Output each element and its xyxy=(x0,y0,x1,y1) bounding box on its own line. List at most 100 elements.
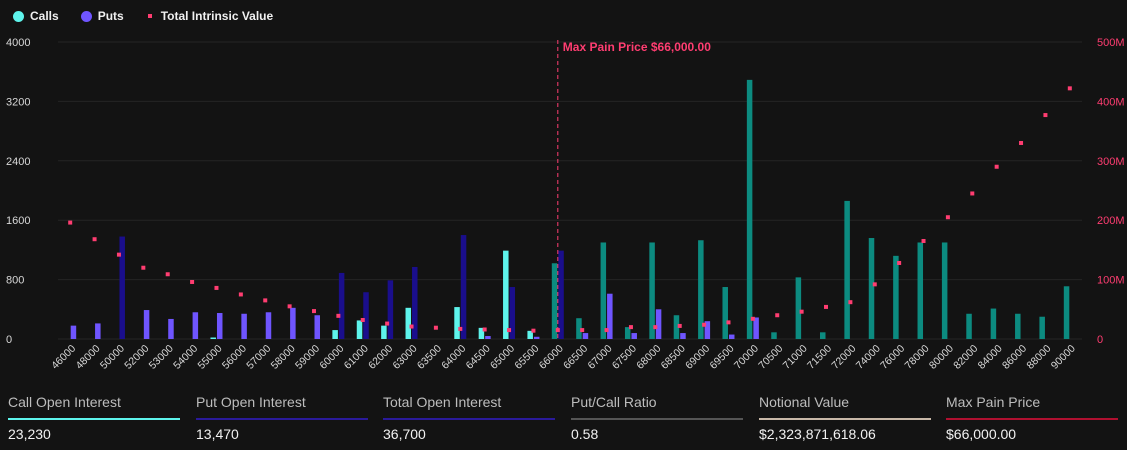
stats-bar: Call Open Interest 23,230 Put Open Inter… xyxy=(0,392,1127,450)
intrinsic-point xyxy=(653,325,658,330)
x-tick-label: 65500 xyxy=(512,343,541,372)
x-tick-label: 56000 xyxy=(220,343,249,372)
call-bar xyxy=(698,240,704,339)
legend-intrinsic[interactable]: Total Intrinsic Value xyxy=(146,9,273,23)
put-bar xyxy=(558,250,564,339)
call-bar xyxy=(893,255,899,339)
put-bar xyxy=(143,310,150,339)
intrinsic-point xyxy=(872,282,877,287)
intrinsic-point xyxy=(482,327,487,332)
intrinsic-point xyxy=(945,215,950,220)
y-right-tick-label: 500M xyxy=(1097,37,1125,49)
stat-label: Max Pain Price xyxy=(946,394,1041,410)
x-tick-label: 88000 xyxy=(1024,343,1053,372)
intrinsic-point xyxy=(750,316,755,321)
x-tick-label: 64000 xyxy=(439,343,468,372)
x-tick-label: 62000 xyxy=(366,343,395,372)
put-bar xyxy=(607,293,613,339)
intrinsic-point xyxy=(68,220,73,225)
stat-underline xyxy=(196,418,368,420)
x-tick-label: 63000 xyxy=(391,343,420,372)
y-left-tick-label: 800 xyxy=(6,275,24,287)
y-right-tick-label: 200M xyxy=(1097,215,1125,227)
intrinsic-point xyxy=(238,292,243,297)
x-tick-label: 86000 xyxy=(1000,343,1029,372)
put-bar xyxy=(192,312,199,339)
call-bar xyxy=(503,250,509,339)
intrinsic-point xyxy=(409,324,414,329)
put-bar xyxy=(216,313,223,339)
call-bar xyxy=(820,332,826,339)
call-bar xyxy=(1015,313,1021,339)
put-bar xyxy=(95,323,101,339)
call-bar xyxy=(990,308,997,339)
legend-intrinsic-label: Total Intrinsic Value xyxy=(160,9,274,23)
x-tick-label: 80000 xyxy=(927,343,956,372)
stat-value: 0.58 xyxy=(571,426,599,442)
call-bar xyxy=(551,263,558,339)
call-bar xyxy=(795,277,802,339)
stat-total-oi: Total Open Interest 36,700 xyxy=(383,392,555,442)
y-right-tick-label: 300M xyxy=(1097,156,1125,168)
legend-puts-label: Puts xyxy=(97,9,124,23)
x-tick-label: 46000 xyxy=(49,343,78,372)
stat-underline xyxy=(946,418,1118,420)
x-tick-label: 48000 xyxy=(74,343,103,372)
legend-puts[interactable]: Puts xyxy=(80,9,124,23)
intrinsic-point xyxy=(799,309,804,314)
y-left-tick-label: 0 xyxy=(6,334,12,346)
calls-dot-icon xyxy=(13,10,24,22)
stat-underline xyxy=(8,418,180,420)
call-bar xyxy=(478,327,485,339)
x-tick-label: 53000 xyxy=(147,343,176,372)
call-bar xyxy=(356,320,363,339)
x-tick-label: 68000 xyxy=(634,343,663,372)
x-tick-label: 58000 xyxy=(269,343,298,372)
x-tick-label: 69000 xyxy=(683,343,712,372)
put-bar xyxy=(582,333,589,339)
put-bar xyxy=(655,309,662,339)
put-bar xyxy=(753,317,759,339)
y-right-tick-label: 0 xyxy=(1097,334,1103,346)
put-bar xyxy=(265,312,272,339)
y-right-tick-label: 100M xyxy=(1097,275,1125,287)
put-bar xyxy=(338,272,345,339)
legend-calls[interactable]: Calls xyxy=(13,9,59,23)
intrinsic-point xyxy=(897,260,902,265)
put-bar xyxy=(241,313,247,339)
stat-put-call-ratio: Put/Call Ratio 0.58 xyxy=(571,392,743,442)
x-tick-label: 65000 xyxy=(488,343,517,372)
stat-max-pain: Max Pain Price $66,000.00 xyxy=(946,392,1118,442)
y-left-tick-label: 1600 xyxy=(6,215,30,227)
intrinsic-point xyxy=(116,252,121,257)
intrinsic-point xyxy=(1067,86,1072,91)
stat-value: $2,323,871,618.06 xyxy=(759,426,876,442)
max-pain-annotation: Max Pain Price $66,000.00 xyxy=(563,40,711,54)
call-bar xyxy=(868,238,875,339)
intrinsic-point xyxy=(263,298,268,303)
intrinsic-point xyxy=(287,304,292,309)
x-tick-label: 70000 xyxy=(732,343,761,372)
call-bar xyxy=(746,79,753,340)
stat-label: Put Open Interest xyxy=(196,394,306,410)
put-bar xyxy=(680,333,686,339)
intrinsic-point xyxy=(458,326,463,331)
put-bar xyxy=(631,333,637,339)
stat-put-oi: Put Open Interest 13,470 xyxy=(196,392,368,442)
stat-label: Put/Call Ratio xyxy=(571,394,657,410)
x-tick-label: 66000 xyxy=(537,343,566,372)
stat-value: $66,000.00 xyxy=(946,426,1017,442)
stat-underline xyxy=(571,418,743,420)
y-right-tick-label: 400M xyxy=(1097,96,1125,108)
put-bar xyxy=(728,334,735,339)
stat-notional-value: Notional Value $2,323,871,618.06 xyxy=(759,392,931,442)
x-tick-label: 72000 xyxy=(829,343,858,372)
call-bar xyxy=(210,337,216,339)
x-tick-label: 69500 xyxy=(707,343,736,372)
call-bar xyxy=(673,315,680,339)
call-bar xyxy=(381,325,387,339)
y-left-tick-label: 4000 xyxy=(6,37,30,49)
chart-legend: Calls Puts Total Intrinsic Value xyxy=(13,9,295,23)
x-tick-label: 68500 xyxy=(659,343,688,372)
stat-value: 13,470 xyxy=(196,426,239,442)
